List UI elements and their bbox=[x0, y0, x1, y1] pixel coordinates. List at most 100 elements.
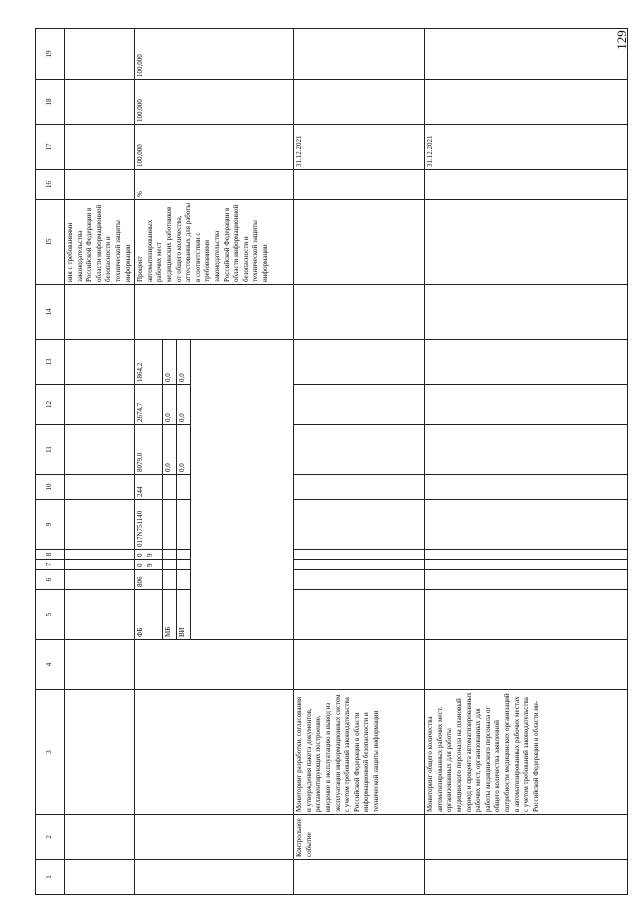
col-header: 2 bbox=[35, 814, 65, 860]
cell bbox=[293, 28, 425, 80]
cell bbox=[424, 28, 628, 80]
cell bbox=[293, 339, 425, 385]
cell bbox=[293, 639, 425, 690]
cell bbox=[134, 284, 294, 340]
col-header: 9 bbox=[35, 499, 65, 550]
cell bbox=[64, 124, 135, 170]
cell bbox=[424, 639, 628, 690]
cell bbox=[162, 499, 177, 550]
col-header: 4 bbox=[35, 639, 65, 690]
cell bbox=[64, 284, 135, 340]
col-header: 12 bbox=[35, 384, 65, 425]
cell bbox=[424, 339, 628, 385]
amount-cell: 1864,2 bbox=[134, 339, 163, 385]
event-type-cell: Контрольное событие bbox=[293, 814, 425, 860]
cell bbox=[64, 589, 135, 640]
cell bbox=[293, 424, 425, 475]
cell bbox=[293, 859, 425, 895]
cell: 806 bbox=[134, 569, 163, 590]
rotated-table-page: 1 2 3 4 5 6 7 8 9 10 11 12 13 14 15 16 1… bbox=[35, 28, 628, 895]
col-header: 14 bbox=[35, 284, 65, 340]
cell bbox=[64, 28, 135, 80]
table-row: Контрольное событие Мониторинг разработк… bbox=[293, 28, 425, 895]
col-header: 6 bbox=[35, 569, 65, 590]
cell bbox=[64, 639, 135, 690]
cell bbox=[424, 569, 628, 590]
cell bbox=[176, 474, 191, 500]
cell bbox=[64, 384, 135, 425]
source-cell: ВИ bbox=[176, 589, 191, 640]
cell bbox=[293, 384, 425, 425]
col-header: 13 bbox=[35, 339, 65, 385]
cell bbox=[162, 549, 177, 560]
cell bbox=[64, 859, 135, 895]
cell bbox=[293, 559, 425, 570]
table-row: Мониторинг общего количества автоматизир… bbox=[424, 28, 628, 895]
col-header: 3 bbox=[35, 689, 65, 815]
col-header: 18 bbox=[35, 79, 65, 125]
cell bbox=[293, 569, 425, 590]
cell bbox=[293, 169, 425, 200]
cell bbox=[424, 79, 628, 125]
table-row: ФБ 806 09 09 017N751140 244 8079,0 2674,… bbox=[134, 28, 294, 895]
cell bbox=[424, 199, 628, 285]
col-header: 16 bbox=[35, 169, 65, 200]
cell: 244 bbox=[134, 474, 163, 500]
source-cell: ФБ bbox=[134, 589, 163, 640]
cell bbox=[190, 339, 294, 640]
col-header: 1 bbox=[35, 859, 65, 895]
source-cell: МБ bbox=[162, 589, 177, 640]
description-cell: Мониторинг разработки, согласования и ут… bbox=[293, 689, 425, 815]
cell bbox=[64, 814, 135, 860]
col-header: 17 bbox=[35, 124, 65, 170]
description-text: Мониторинг общего количества автоматизир… bbox=[426, 692, 540, 812]
cell bbox=[424, 384, 628, 425]
col-header: 11 bbox=[35, 424, 65, 475]
cell bbox=[64, 424, 135, 475]
description-cell: Мониторинг общего количества автоматизир… bbox=[424, 689, 628, 815]
date-cell: 31.12.2021 bbox=[293, 124, 425, 170]
cell: 09 bbox=[134, 549, 163, 560]
cell bbox=[176, 569, 191, 590]
cell bbox=[424, 499, 628, 550]
header-row: 1 2 3 4 5 6 7 8 9 10 11 12 13 14 15 16 1… bbox=[35, 28, 65, 895]
cell bbox=[64, 474, 135, 500]
col-header: 19 bbox=[35, 28, 65, 80]
cell bbox=[176, 549, 191, 560]
amount-cell: 0,0 bbox=[162, 339, 177, 385]
cell bbox=[134, 814, 294, 860]
value-cell: 100,000 bbox=[134, 79, 294, 125]
cell bbox=[162, 474, 177, 500]
cell bbox=[134, 639, 294, 690]
cell bbox=[424, 589, 628, 640]
amount-cell: 0,0 bbox=[162, 384, 177, 425]
unit-cell: % bbox=[134, 169, 294, 200]
cell bbox=[64, 339, 135, 385]
indicator-cell: ния с требованиями законодательства Росс… bbox=[64, 199, 135, 285]
cell bbox=[424, 814, 628, 860]
value-cell: 100,000 bbox=[134, 28, 294, 80]
col-header: 7 bbox=[35, 559, 65, 570]
cell: 017N751140 bbox=[134, 499, 163, 550]
amount-cell: 0,0 bbox=[176, 384, 191, 425]
cell bbox=[293, 199, 425, 285]
cell bbox=[176, 559, 191, 570]
cell bbox=[424, 474, 628, 500]
cell bbox=[424, 559, 628, 570]
cell bbox=[64, 549, 135, 560]
cell bbox=[64, 569, 135, 590]
cell bbox=[293, 589, 425, 640]
value-cell: 100,000 bbox=[134, 124, 294, 170]
amount-cell: 0,0 bbox=[176, 339, 191, 385]
indicator-cell: Процент автоматизированных рабочих мест … bbox=[134, 199, 294, 285]
cell bbox=[293, 549, 425, 560]
cell bbox=[293, 474, 425, 500]
cell bbox=[134, 859, 294, 895]
cell bbox=[134, 689, 294, 815]
cell bbox=[64, 499, 135, 550]
cell bbox=[176, 499, 191, 550]
cell bbox=[293, 499, 425, 550]
amount-cell: 2674,7 bbox=[134, 384, 163, 425]
col-header: 10 bbox=[35, 474, 65, 500]
cell bbox=[424, 169, 628, 200]
